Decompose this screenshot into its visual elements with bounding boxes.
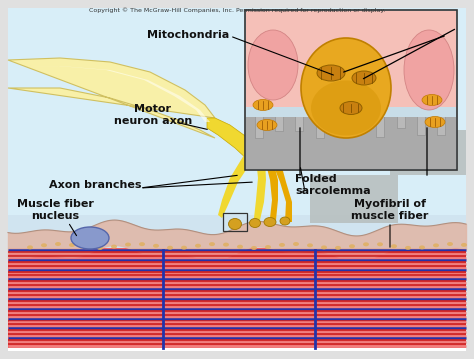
Ellipse shape: [83, 245, 89, 249]
Ellipse shape: [265, 245, 271, 249]
Bar: [310, 175, 398, 223]
Ellipse shape: [352, 71, 376, 85]
Bar: [417, 115, 425, 135]
Ellipse shape: [363, 242, 369, 246]
Ellipse shape: [249, 219, 261, 228]
Polygon shape: [265, 144, 292, 222]
Bar: [397, 115, 404, 128]
Ellipse shape: [97, 246, 103, 250]
Text: Copyright © The McGraw-Hill Companies, Inc. Permission required for reproduction: Copyright © The McGraw-Hill Companies, I…: [89, 7, 385, 13]
Ellipse shape: [139, 242, 145, 246]
Polygon shape: [8, 58, 215, 138]
Ellipse shape: [422, 94, 442, 106]
Polygon shape: [254, 142, 266, 220]
Ellipse shape: [311, 80, 381, 135]
Text: Motor
neuron axon: Motor neuron axon: [114, 104, 192, 126]
Ellipse shape: [253, 99, 273, 111]
Bar: [356, 115, 364, 133]
Text: Axon branches: Axon branches: [49, 180, 141, 190]
Ellipse shape: [153, 244, 159, 248]
Ellipse shape: [257, 120, 277, 131]
Text: Muscle fiber
nucleus: Muscle fiber nucleus: [17, 199, 93, 221]
Ellipse shape: [279, 243, 285, 247]
Ellipse shape: [264, 218, 276, 227]
Bar: [223, 213, 247, 231]
Polygon shape: [260, 142, 278, 220]
Ellipse shape: [27, 245, 33, 250]
Bar: [255, 115, 263, 138]
Ellipse shape: [228, 219, 241, 229]
Ellipse shape: [280, 217, 290, 225]
Ellipse shape: [167, 246, 173, 250]
Ellipse shape: [71, 227, 109, 249]
Ellipse shape: [125, 243, 131, 247]
Ellipse shape: [317, 65, 345, 81]
Ellipse shape: [340, 102, 362, 115]
Bar: [8, 8, 466, 238]
Ellipse shape: [377, 242, 383, 246]
Ellipse shape: [293, 242, 299, 246]
Bar: [245, 10, 457, 170]
Ellipse shape: [69, 243, 75, 247]
Polygon shape: [207, 118, 255, 160]
Bar: [8, 248, 466, 348]
Ellipse shape: [447, 242, 453, 246]
Ellipse shape: [223, 243, 229, 247]
Ellipse shape: [301, 38, 391, 138]
Ellipse shape: [391, 244, 397, 248]
Bar: [336, 115, 344, 129]
Bar: [275, 115, 283, 131]
Text: Folded
sarcolemma: Folded sarcolemma: [295, 174, 371, 196]
Ellipse shape: [335, 246, 341, 250]
Polygon shape: [218, 140, 256, 218]
Bar: [8, 215, 466, 255]
Bar: [295, 115, 303, 131]
Ellipse shape: [248, 30, 298, 100]
Ellipse shape: [419, 246, 425, 250]
Ellipse shape: [55, 242, 61, 246]
Bar: [246, 11, 456, 169]
Bar: [390, 130, 466, 175]
Ellipse shape: [433, 243, 439, 247]
Ellipse shape: [41, 243, 47, 247]
Bar: [316, 115, 324, 138]
Bar: [376, 115, 384, 137]
Text: Myofibril of
muscle fiber: Myofibril of muscle fiber: [351, 199, 428, 221]
Ellipse shape: [307, 243, 313, 247]
Text: Mitochondria: Mitochondria: [147, 30, 229, 40]
Ellipse shape: [209, 242, 215, 246]
Bar: [246, 115, 456, 169]
Ellipse shape: [321, 246, 327, 250]
Ellipse shape: [425, 117, 445, 127]
Bar: [437, 115, 445, 135]
Ellipse shape: [111, 244, 117, 248]
Ellipse shape: [251, 246, 257, 250]
Ellipse shape: [181, 246, 187, 250]
Ellipse shape: [404, 30, 454, 110]
Ellipse shape: [237, 245, 243, 249]
Ellipse shape: [195, 244, 201, 248]
Ellipse shape: [405, 246, 411, 250]
Ellipse shape: [461, 243, 467, 247]
Polygon shape: [8, 66, 210, 122]
Ellipse shape: [349, 244, 355, 248]
Bar: [246, 107, 456, 117]
